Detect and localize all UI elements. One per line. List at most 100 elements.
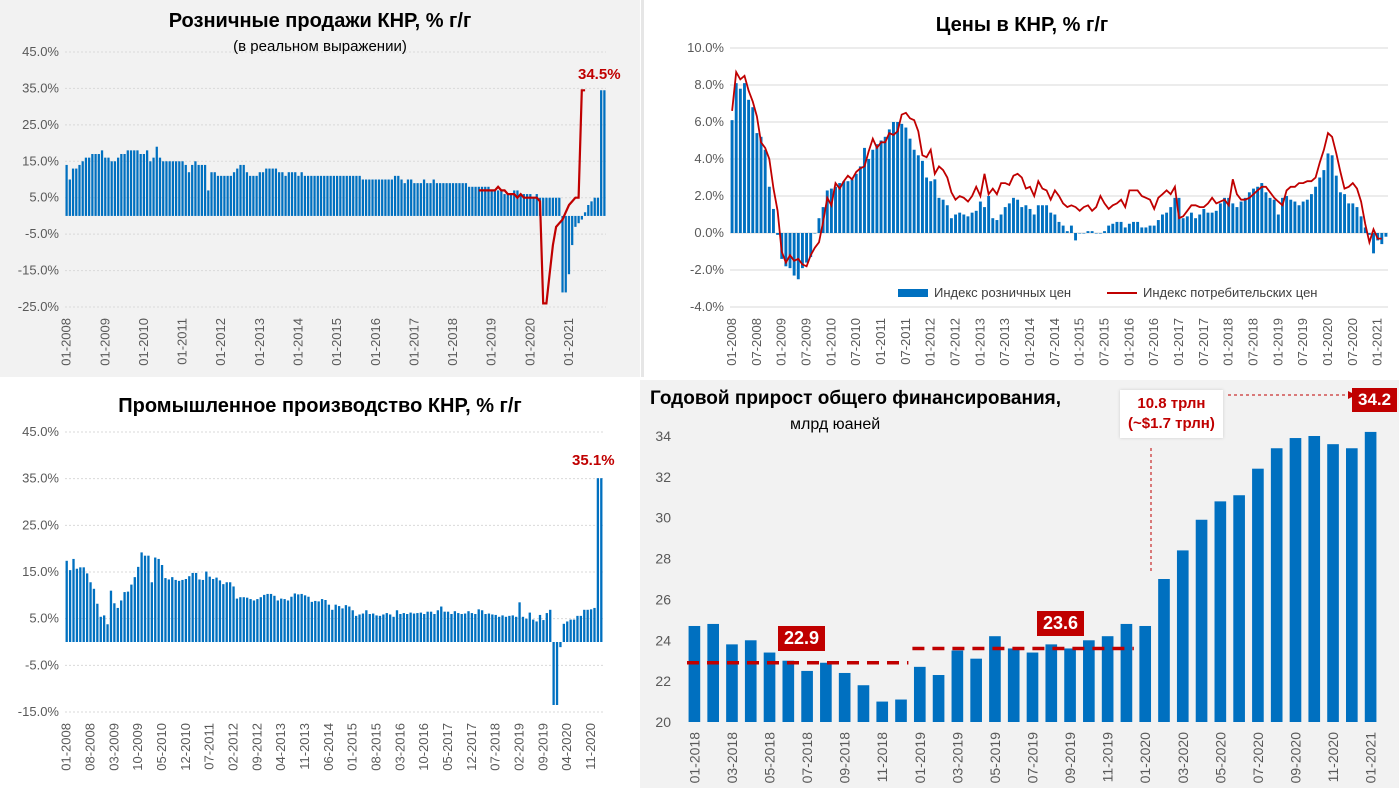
x-tick-label: 01-2014 xyxy=(1022,318,1037,366)
bar xyxy=(290,172,294,216)
bar xyxy=(1308,436,1321,722)
bar xyxy=(374,179,377,216)
bar xyxy=(255,175,258,216)
bar xyxy=(1012,197,1015,233)
bar xyxy=(310,601,314,642)
financing-panel: 20 22 24 26 28 30 32 34 01-2018 03-2018 05-2018 07-… xyxy=(640,380,1399,788)
x-tick-label: 05-2020 xyxy=(1212,732,1228,784)
bar xyxy=(258,172,261,216)
bar xyxy=(113,603,116,642)
bar xyxy=(316,175,319,216)
bar xyxy=(1028,208,1032,233)
bar xyxy=(958,212,962,233)
x-tick-label: 05-2018 xyxy=(762,732,778,784)
bar xyxy=(1132,221,1135,233)
bar xyxy=(974,210,978,233)
x-tick-label: 01-2014 xyxy=(290,318,305,366)
x-tick-label: 07-2010 xyxy=(848,318,863,366)
bar xyxy=(171,577,174,642)
bar xyxy=(341,608,344,642)
bar xyxy=(385,613,388,642)
bar xyxy=(467,611,470,642)
x-tick-label: 07-2018 xyxy=(488,723,503,771)
bar xyxy=(1214,210,1218,233)
bar xyxy=(730,120,734,233)
x-tick-label: 07-2016 xyxy=(1146,318,1161,366)
bar xyxy=(834,186,837,233)
bar xyxy=(863,147,866,233)
bar xyxy=(113,161,117,216)
bar xyxy=(1161,214,1164,233)
bar xyxy=(1326,153,1330,233)
bar xyxy=(519,194,522,216)
bar xyxy=(152,157,155,216)
x-tick-label: 07-2012 xyxy=(948,318,963,366)
y-tick-label: 35.0% xyxy=(22,80,59,95)
bar xyxy=(126,150,129,216)
bar xyxy=(429,611,433,642)
bar xyxy=(508,615,511,642)
bar xyxy=(751,107,755,233)
bar xyxy=(1007,203,1011,233)
x-tick-label: 01-2011 xyxy=(175,318,190,365)
bar xyxy=(1115,221,1119,233)
x-tick-label: 01-2010 xyxy=(823,318,838,366)
bar xyxy=(283,599,286,642)
bar xyxy=(468,186,471,216)
x-tick-label: 07-2011 xyxy=(202,723,217,770)
bar xyxy=(178,161,181,216)
bar xyxy=(1061,225,1065,233)
x-tick-label: 11-2018 xyxy=(874,732,890,783)
bar xyxy=(337,606,341,642)
x-tick-label: 07-2020 xyxy=(1345,318,1360,366)
bar xyxy=(339,175,342,216)
bar xyxy=(160,565,164,642)
legend-cpi: Индекс потребительских цен xyxy=(1107,285,1317,300)
bar xyxy=(409,612,412,642)
bar xyxy=(738,88,742,233)
bar xyxy=(400,179,403,216)
bar xyxy=(276,600,279,642)
bar xyxy=(426,611,429,642)
bar xyxy=(416,183,419,216)
bar xyxy=(1264,192,1268,233)
bar xyxy=(331,609,334,642)
bar xyxy=(966,216,970,233)
bar xyxy=(892,122,895,233)
bar xyxy=(1202,208,1206,233)
bar xyxy=(515,616,518,642)
industry-peak-label: 35.1% xyxy=(572,452,615,469)
bar xyxy=(1343,194,1346,233)
bar xyxy=(1384,233,1388,237)
bar xyxy=(593,607,596,642)
bar xyxy=(567,215,571,275)
bar xyxy=(344,605,348,642)
bar xyxy=(970,658,982,722)
bar xyxy=(1173,197,1177,233)
bar xyxy=(1156,220,1160,233)
bar xyxy=(453,611,457,642)
bar xyxy=(707,623,719,722)
x-tick-label: 07-2011 xyxy=(898,318,913,365)
avg-badge-2018: 22.9 xyxy=(778,626,826,651)
bar xyxy=(326,175,329,216)
bar xyxy=(493,190,497,216)
bar xyxy=(583,609,586,642)
bar xyxy=(419,183,422,216)
bar xyxy=(908,138,912,233)
bar xyxy=(273,595,276,642)
bar xyxy=(954,214,957,233)
retail-peak-label: 34.5% xyxy=(578,66,621,83)
bar xyxy=(317,601,320,642)
bar xyxy=(242,164,245,216)
bar xyxy=(494,614,497,642)
x-tick-label: 12-2017 xyxy=(464,723,479,771)
bar xyxy=(435,183,439,216)
x-tick-label: 07-2019 xyxy=(1025,732,1041,784)
bar xyxy=(1285,196,1289,233)
x-tick-label: 01-2008 xyxy=(59,318,74,366)
x-tick-label: 03-2009 xyxy=(106,723,121,771)
x-tick-label: 11-2019 xyxy=(1100,732,1116,783)
y-tick-label: -15.0% xyxy=(18,263,60,278)
bar xyxy=(566,621,569,642)
